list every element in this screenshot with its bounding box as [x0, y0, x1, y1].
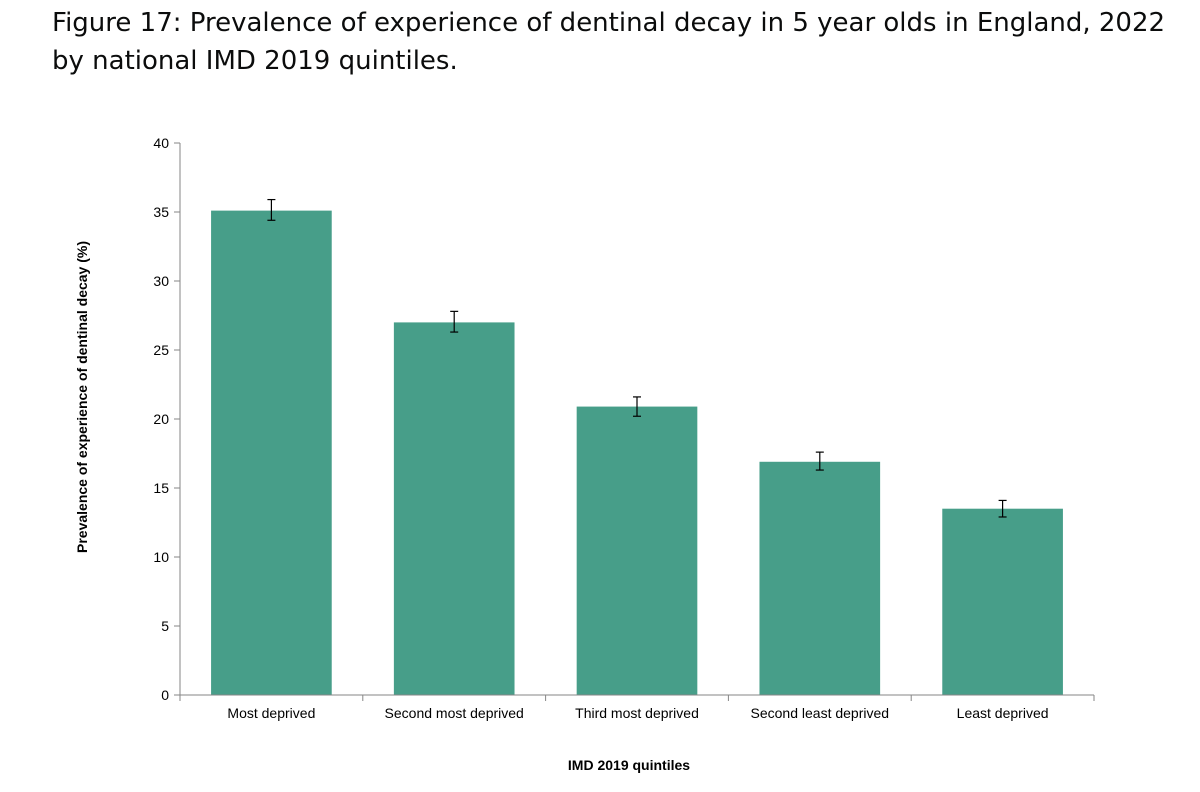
error-bars-layer [267, 198, 1007, 518]
bar-2 [393, 322, 515, 695]
bar-3 [576, 406, 698, 695]
error-bar-2 [450, 310, 459, 333]
error-bar-1 [267, 198, 276, 221]
x-axis-title: IMD 2019 quintiles [568, 757, 690, 773]
error-bar-5 [998, 499, 1007, 518]
y-tick-label-25: 25 [153, 342, 169, 358]
y-tick-label-35: 35 [153, 204, 169, 220]
error-bar-3 [633, 396, 641, 417]
x-category-label-2: Second most deprived [385, 705, 524, 721]
y-tick-label-15: 15 [153, 480, 169, 496]
y-tick-label-40: 40 [153, 135, 169, 151]
error-bar-4 [815, 451, 824, 471]
bar-5 [942, 508, 1063, 695]
x-category-label-4: Second least deprived [751, 705, 890, 721]
y-tick-label-10: 10 [153, 549, 169, 565]
y-tick-label-5: 5 [161, 618, 169, 634]
y-axis-title: Prevalence of experience of dentinal dec… [74, 241, 90, 553]
x-category-label-3: Third most deprived [575, 705, 699, 721]
axes-layer: 0 5 10 15 20 25 30 35 40 Most deprived Second most… [153, 135, 1095, 721]
y-tick-label-30: 30 [153, 273, 169, 289]
x-category-label-1: Most deprived [227, 705, 315, 721]
y-tick-label-20: 20 [153, 411, 169, 427]
x-category-label-5: Least deprived [957, 705, 1049, 721]
y-tick-label-0: 0 [161, 687, 169, 703]
figure-title: Figure 17: Prevalence of experience of d… [52, 8, 1166, 76]
bar-1 [211, 210, 332, 695]
bars-layer [211, 210, 1063, 695]
bar-4 [759, 461, 881, 695]
